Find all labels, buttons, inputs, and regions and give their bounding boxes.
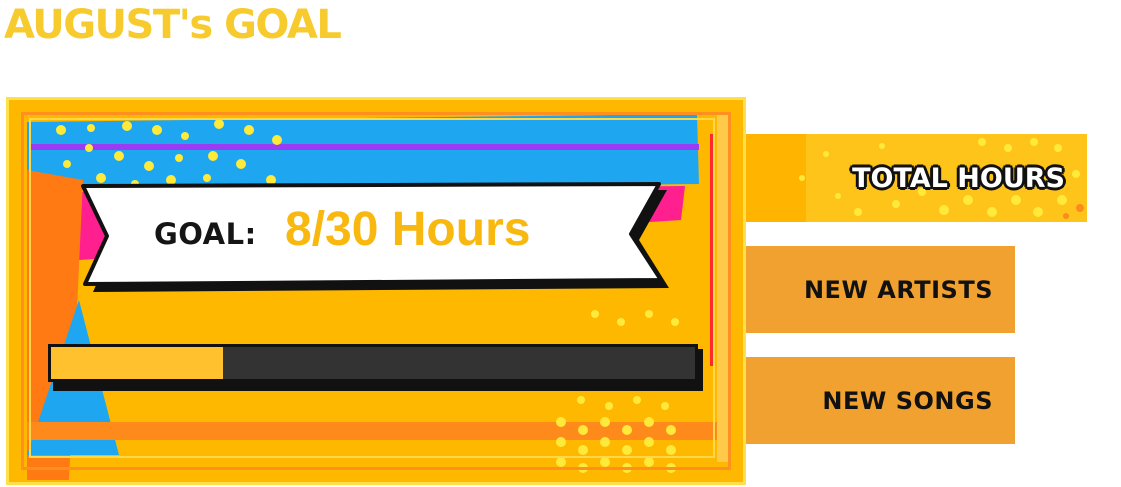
button-pattern — [746, 134, 1087, 222]
new-songs-button[interactable]: NEW SONGS — [746, 357, 1015, 444]
new-songs-label: NEW SONGS — [822, 386, 993, 415]
card-frame — [21, 112, 731, 470]
goal-progress-fill — [51, 347, 223, 379]
new-artists-label: NEW ARTISTS — [803, 275, 993, 304]
new-artists-button[interactable]: NEW ARTISTS — [746, 246, 1015, 333]
goal-value: 8/30 Hours — [285, 203, 531, 256]
goal-card: GOAL: 8/30 Hours — [6, 97, 746, 485]
page-title: AUGUST's GOAL — [4, 2, 342, 48]
goal-banner: GOAL: 8/30 Hours — [79, 182, 669, 294]
goal-progress-bar — [48, 344, 698, 382]
total-hours-button[interactable]: TOTAL HOURS — [746, 134, 1087, 222]
total-hours-label: TOTAL HOURS — [852, 162, 1065, 194]
card-frame-inner — [29, 118, 715, 458]
banner-ribbon — [81, 182, 669, 292]
goal-label: GOAL: — [154, 217, 257, 251]
